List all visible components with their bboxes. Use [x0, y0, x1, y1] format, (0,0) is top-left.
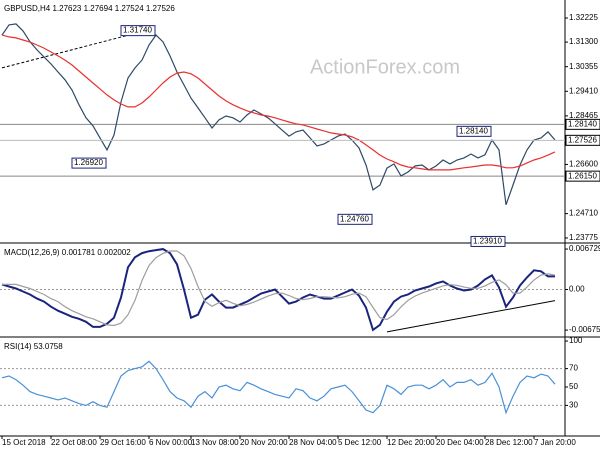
- x-tick-label: 28 Dec 12:00: [485, 438, 533, 447]
- trendline: [386, 300, 556, 333]
- series-line: [2, 250, 556, 327]
- y-tick-label: 1.28465: [569, 111, 598, 120]
- annotation-box: [71, 157, 107, 169]
- annotation-box: [470, 235, 506, 247]
- x-tick-label: 22 Oct 08:00: [51, 438, 97, 447]
- current-price-box: [565, 134, 600, 146]
- y-tick-label: 1.29410: [569, 86, 598, 95]
- y-tick-label: 30: [569, 401, 578, 410]
- level-box: [565, 170, 600, 182]
- level-box: [565, 118, 600, 130]
- x-tick-label: 5 Dec 12:00: [338, 438, 382, 447]
- annotation-box: [456, 125, 492, 137]
- y-tick-label: 1.24710: [569, 209, 598, 218]
- y-tick-label: 1.23775: [569, 233, 598, 242]
- x-tick-label: 20 Nov 20:00: [240, 438, 288, 447]
- y-tick-label: -0.006758: [569, 325, 600, 334]
- y-tick-label: 0.00: [569, 285, 585, 294]
- y-tick-label: 70: [569, 364, 578, 373]
- x-tick-label: 20 Dec 04:00: [436, 438, 484, 447]
- x-tick-label: 6 Nov 00:00: [149, 438, 193, 447]
- annotation-label: 1.26920: [74, 158, 103, 167]
- y-tick-label: 1.32225: [569, 13, 598, 22]
- panel-title: MACD(12,26,9) 0.001781 0.002002: [4, 248, 131, 257]
- annotation-label: 1.24760: [340, 214, 369, 223]
- y-tick-label: 50: [569, 382, 578, 391]
- x-tick-label: 15 Oct 2018: [2, 438, 46, 447]
- y-tick-label: 1.30355: [569, 62, 598, 71]
- y-tick-label: 100: [569, 336, 583, 345]
- annotation-label: 1.31740: [123, 26, 152, 35]
- y-tick-label: 0.006729: [569, 244, 600, 253]
- x-tick-label: 7 Jan 20:00: [534, 438, 576, 447]
- current-price-label: 1.27526: [568, 135, 597, 144]
- x-tick-label: 12 Dec 20:00: [387, 438, 435, 447]
- series-line: [1, 34, 556, 171]
- y-tick-label: 1.26600: [569, 160, 598, 169]
- x-tick-label: 29 Oct 16:00: [100, 438, 146, 447]
- panel-title: GBPUSD,H4 1.27623 1.27694 1.27524 1.2752…: [4, 4, 175, 13]
- annotation-label: 1.23910: [473, 237, 502, 246]
- y-tick-label: 1.31300: [569, 37, 598, 46]
- series-line: [1, 23, 556, 205]
- series-line: [1, 360, 556, 415]
- watermark: ActionForex.com: [310, 56, 460, 78]
- annotation-label: 1.28140: [459, 126, 488, 135]
- x-tick-label: 13 Nov 08:00: [191, 438, 239, 447]
- panel-title: RSI(14) 53.0758: [4, 342, 63, 351]
- annotation-box: [120, 25, 156, 37]
- level-label: 1.26150: [568, 171, 597, 180]
- level-label: 1.28140: [568, 119, 597, 128]
- x-tick-label: 28 Nov 04:00: [289, 438, 337, 447]
- annotation-box: [337, 213, 373, 225]
